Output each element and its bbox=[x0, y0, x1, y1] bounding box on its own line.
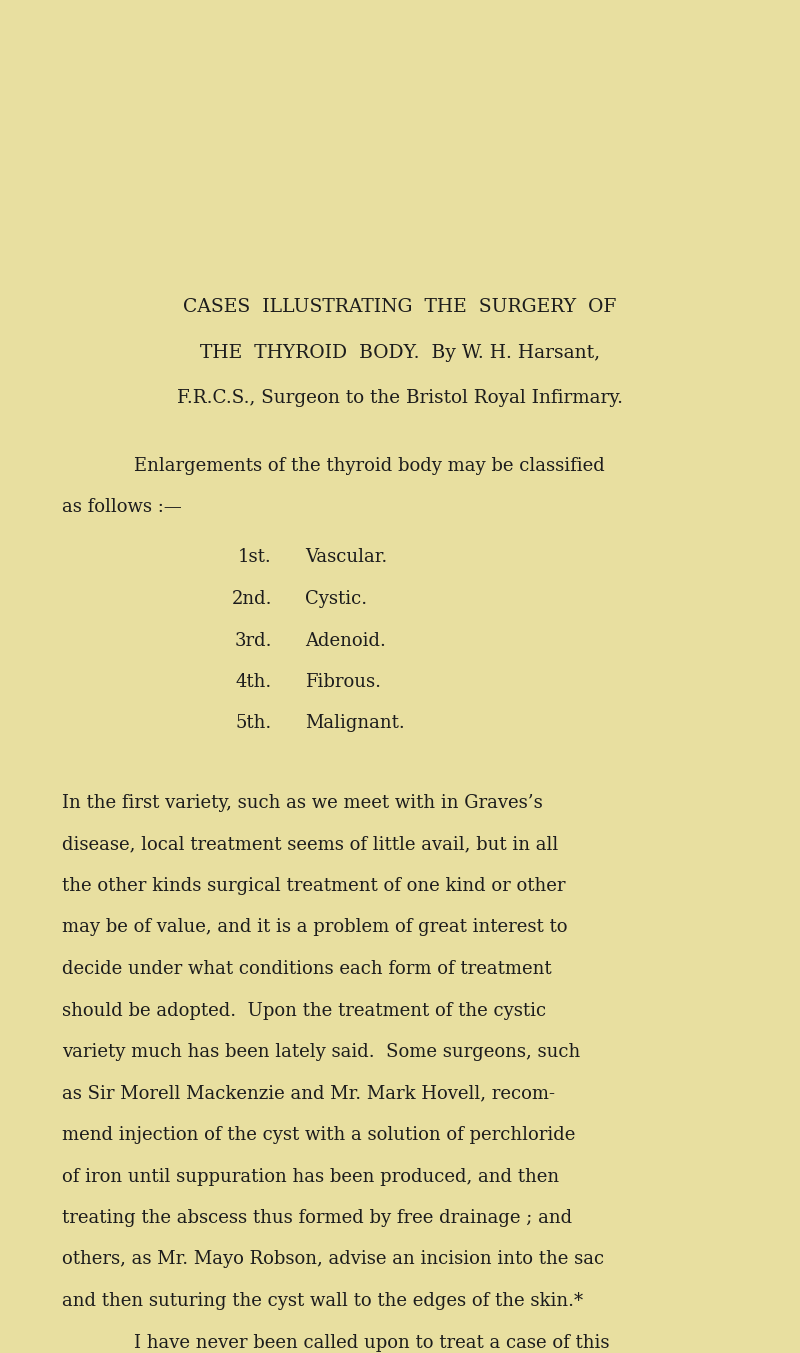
Text: the other kinds surgical treatment of one kind or other: the other kinds surgical treatment of on… bbox=[62, 877, 566, 894]
Text: should be adopted.  Upon the treatment of the cystic: should be adopted. Upon the treatment of… bbox=[62, 1001, 546, 1020]
Text: treating the abscess thus formed by free drainage ; and: treating the abscess thus formed by free… bbox=[62, 1210, 572, 1227]
Text: mend injection of the cyst with a solution of perchloride: mend injection of the cyst with a soluti… bbox=[62, 1126, 575, 1145]
Text: others, as Mr. Mayo Robson, advise an incision into the sac: others, as Mr. Mayo Robson, advise an in… bbox=[62, 1250, 604, 1269]
Text: 1st.: 1st. bbox=[238, 548, 272, 567]
Text: as follows :—: as follows :— bbox=[62, 498, 182, 517]
Text: 5th.: 5th. bbox=[236, 714, 272, 732]
Text: 4th.: 4th. bbox=[236, 672, 272, 691]
Text: disease, local treatment seems of little avail, but in all: disease, local treatment seems of little… bbox=[62, 836, 558, 854]
Text: of iron until suppuration has been produced, and then: of iron until suppuration has been produ… bbox=[62, 1168, 559, 1185]
Text: 2nd.: 2nd. bbox=[231, 590, 272, 607]
Text: variety much has been lately said.  Some surgeons, such: variety much has been lately said. Some … bbox=[62, 1043, 580, 1061]
Text: Malignant.: Malignant. bbox=[305, 714, 405, 732]
Text: as Sir Morell Mackenzie and Mr. Mark Hovell, recom-: as Sir Morell Mackenzie and Mr. Mark Hov… bbox=[62, 1085, 555, 1103]
Text: Vascular.: Vascular. bbox=[305, 548, 387, 567]
Text: Adenoid.: Adenoid. bbox=[305, 632, 386, 649]
Text: Fibrous.: Fibrous. bbox=[305, 672, 381, 691]
Text: In the first variety, such as we meet with in Graves’s: In the first variety, such as we meet wi… bbox=[62, 794, 542, 812]
Text: may be of value, and it is a problem of great interest to: may be of value, and it is a problem of … bbox=[62, 919, 567, 936]
Text: decide under what conditions each form of treatment: decide under what conditions each form o… bbox=[62, 961, 552, 978]
Text: 3rd.: 3rd. bbox=[234, 632, 272, 649]
Text: Cystic.: Cystic. bbox=[305, 590, 367, 607]
Text: THE  THYROID  BODY.  By W. H. Harsant,: THE THYROID BODY. By W. H. Harsant, bbox=[200, 344, 600, 361]
Text: F.R.C.S., Surgeon to the Bristol Royal Infirmary.: F.R.C.S., Surgeon to the Bristol Royal I… bbox=[177, 390, 623, 407]
Text: I have never been called upon to treat a case of this: I have never been called upon to treat a… bbox=[134, 1334, 610, 1352]
Text: and then suturing the cyst wall to the edges of the skin.*: and then suturing the cyst wall to the e… bbox=[62, 1292, 583, 1310]
Text: Enlargements of the thyroid body may be classified: Enlargements of the thyroid body may be … bbox=[134, 457, 605, 475]
Text: CASES  ILLUSTRATING  THE  SURGERY  OF: CASES ILLUSTRATING THE SURGERY OF bbox=[183, 298, 617, 317]
